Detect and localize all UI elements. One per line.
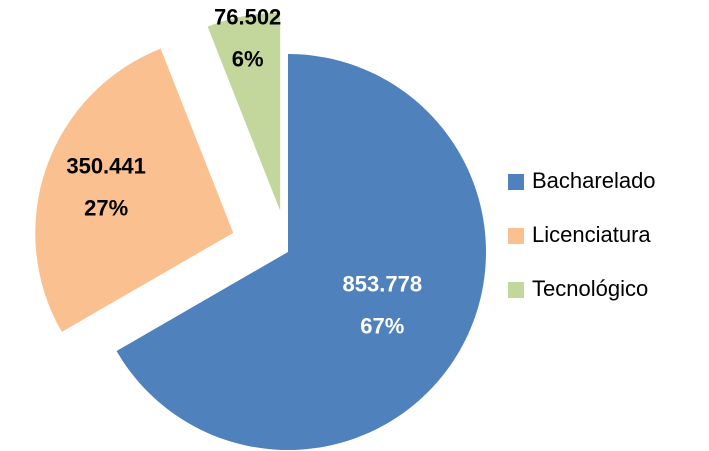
pie-slice	[116, 54, 486, 450]
legend-swatch	[508, 228, 524, 244]
percent-label: 67%	[360, 313, 404, 338]
value-label: 350.441	[66, 153, 146, 178]
pie-slice	[207, 12, 281, 211]
legend-swatch	[508, 282, 524, 298]
percent-label: 6%	[232, 46, 264, 71]
legend-label: Licenciatura	[532, 222, 651, 247]
value-label: 853.778	[343, 271, 423, 296]
legend-swatch	[508, 174, 524, 190]
legend-label: Bacharelado	[532, 168, 656, 193]
legend-label: Tecnológico	[532, 276, 648, 301]
pie-slice	[35, 48, 234, 332]
percent-label: 27%	[84, 195, 128, 220]
value-label: 76.502	[214, 4, 281, 29]
